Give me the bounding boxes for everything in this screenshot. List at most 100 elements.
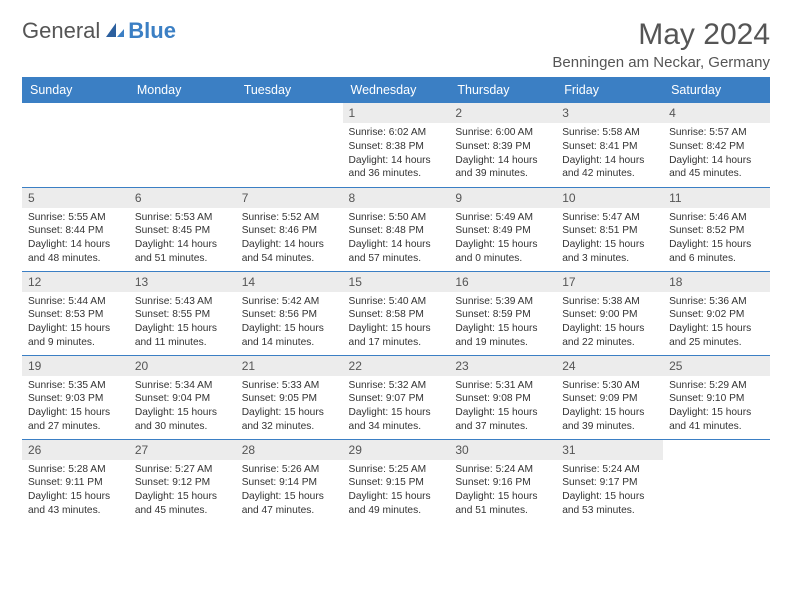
sunrise-text: Sunrise: 5:57 AM [669,126,764,140]
daylight-line2: and 34 minutes. [349,420,444,434]
sunset-text: Sunset: 9:03 PM [28,392,123,406]
day-number: 1 [343,103,450,123]
day-details: Sunrise: 5:46 AMSunset: 8:52 PMDaylight:… [663,208,770,269]
day-number: 13 [129,272,236,292]
calendar-week-row: 12Sunrise: 5:44 AMSunset: 8:53 PMDayligh… [22,271,770,355]
daylight-line1: Daylight: 15 hours [135,406,230,420]
sunset-text: Sunset: 9:09 PM [562,392,657,406]
sunrise-text: Sunrise: 5:34 AM [135,379,230,393]
daylight-line1: Daylight: 15 hours [135,490,230,504]
weekday-header: Sunday [22,77,129,103]
sunset-text: Sunset: 8:46 PM [242,224,337,238]
sunset-text: Sunset: 9:10 PM [669,392,764,406]
day-details: Sunrise: 5:28 AMSunset: 9:11 PMDaylight:… [22,460,129,521]
daylight-line1: Daylight: 15 hours [28,322,123,336]
calendar-day-cell: 23Sunrise: 5:31 AMSunset: 9:08 PMDayligh… [449,355,556,439]
daylight-line2: and 43 minutes. [28,504,123,518]
calendar-day-cell: 28Sunrise: 5:26 AMSunset: 9:14 PMDayligh… [236,439,343,523]
sunset-text: Sunset: 9:12 PM [135,476,230,490]
day-number: 12 [22,272,129,292]
sunset-text: Sunset: 9:04 PM [135,392,230,406]
daylight-line1: Daylight: 15 hours [28,406,123,420]
daylight-line2: and 47 minutes. [242,504,337,518]
day-number: 7 [236,188,343,208]
calendar-day-cell: 15Sunrise: 5:40 AMSunset: 8:58 PMDayligh… [343,271,450,355]
day-details: Sunrise: 5:30 AMSunset: 9:09 PMDaylight:… [556,376,663,437]
logo-text-blue: Blue [128,18,176,44]
daylight-line2: and 22 minutes. [562,336,657,350]
day-number: 11 [663,188,770,208]
sunset-text: Sunset: 8:58 PM [349,308,444,322]
daylight-line1: Daylight: 14 hours [135,238,230,252]
sunrise-text: Sunrise: 5:44 AM [28,295,123,309]
daylight-line1: Daylight: 15 hours [455,238,550,252]
daylight-line1: Daylight: 14 hours [242,238,337,252]
day-number: 19 [22,356,129,376]
day-number: 21 [236,356,343,376]
day-number: 25 [663,356,770,376]
daylight-line2: and 0 minutes. [455,252,550,266]
logo-text-general: General [22,18,100,44]
daylight-line1: Daylight: 15 hours [349,490,444,504]
daylight-line2: and 41 minutes. [669,420,764,434]
calendar-day-cell: 1Sunrise: 6:02 AMSunset: 8:38 PMDaylight… [343,103,450,187]
sunrise-text: Sunrise: 5:24 AM [562,463,657,477]
sail-icon [104,21,126,42]
month-title: May 2024 [552,18,770,52]
daylight-line2: and 42 minutes. [562,167,657,181]
day-details: Sunrise: 5:43 AMSunset: 8:55 PMDaylight:… [129,292,236,353]
day-number: 16 [449,272,556,292]
sunset-text: Sunset: 8:59 PM [455,308,550,322]
header-right: May 2024 Benningen am Neckar, Germany [552,18,770,71]
day-details: Sunrise: 5:39 AMSunset: 8:59 PMDaylight:… [449,292,556,353]
calendar-day-cell: 14Sunrise: 5:42 AMSunset: 8:56 PMDayligh… [236,271,343,355]
day-number: 29 [343,440,450,460]
day-number: 26 [22,440,129,460]
day-number: 4 [663,103,770,123]
daylight-line2: and 19 minutes. [455,336,550,350]
calendar-day-cell: 22Sunrise: 5:32 AMSunset: 9:07 PMDayligh… [343,355,450,439]
sunrise-text: Sunrise: 5:25 AM [349,463,444,477]
day-details: Sunrise: 5:55 AMSunset: 8:44 PMDaylight:… [22,208,129,269]
daylight-line1: Daylight: 15 hours [242,406,337,420]
daylight-line2: and 11 minutes. [135,336,230,350]
day-details: Sunrise: 5:31 AMSunset: 9:08 PMDaylight:… [449,376,556,437]
daylight-line2: and 36 minutes. [349,167,444,181]
weekday-header: Friday [556,77,663,103]
sunset-text: Sunset: 9:08 PM [455,392,550,406]
day-details: Sunrise: 5:49 AMSunset: 8:49 PMDaylight:… [449,208,556,269]
calendar-day-cell: 11Sunrise: 5:46 AMSunset: 8:52 PMDayligh… [663,187,770,271]
daylight-line1: Daylight: 15 hours [562,490,657,504]
daylight-line1: Daylight: 15 hours [669,322,764,336]
daylight-line1: Daylight: 14 hours [349,238,444,252]
day-number: 30 [449,440,556,460]
calendar-day-cell: 25Sunrise: 5:29 AMSunset: 9:10 PMDayligh… [663,355,770,439]
sunset-text: Sunset: 8:51 PM [562,224,657,238]
day-details: Sunrise: 5:50 AMSunset: 8:48 PMDaylight:… [343,208,450,269]
daylight-line1: Daylight: 15 hours [669,238,764,252]
sunset-text: Sunset: 9:17 PM [562,476,657,490]
day-details: Sunrise: 5:40 AMSunset: 8:58 PMDaylight:… [343,292,450,353]
calendar-day-cell [129,103,236,187]
daylight-line2: and 6 minutes. [669,252,764,266]
day-number: 3 [556,103,663,123]
sunset-text: Sunset: 9:11 PM [28,476,123,490]
daylight-line1: Daylight: 14 hours [349,154,444,168]
day-number: 15 [343,272,450,292]
daylight-line2: and 3 minutes. [562,252,657,266]
calendar-week-row: 5Sunrise: 5:55 AMSunset: 8:44 PMDaylight… [22,187,770,271]
calendar-day-cell: 24Sunrise: 5:30 AMSunset: 9:09 PMDayligh… [556,355,663,439]
sunset-text: Sunset: 8:39 PM [455,140,550,154]
sunrise-text: Sunrise: 5:36 AM [669,295,764,309]
daylight-line1: Daylight: 14 hours [28,238,123,252]
daylight-line2: and 25 minutes. [669,336,764,350]
daylight-line1: Daylight: 15 hours [669,406,764,420]
calendar-day-cell [22,103,129,187]
day-details: Sunrise: 5:53 AMSunset: 8:45 PMDaylight:… [129,208,236,269]
day-details: Sunrise: 5:36 AMSunset: 9:02 PMDaylight:… [663,292,770,353]
calendar-day-cell: 29Sunrise: 5:25 AMSunset: 9:15 PMDayligh… [343,439,450,523]
calendar-day-cell: 13Sunrise: 5:43 AMSunset: 8:55 PMDayligh… [129,271,236,355]
day-number: 24 [556,356,663,376]
day-details: Sunrise: 5:58 AMSunset: 8:41 PMDaylight:… [556,123,663,184]
daylight-line2: and 45 minutes. [135,504,230,518]
